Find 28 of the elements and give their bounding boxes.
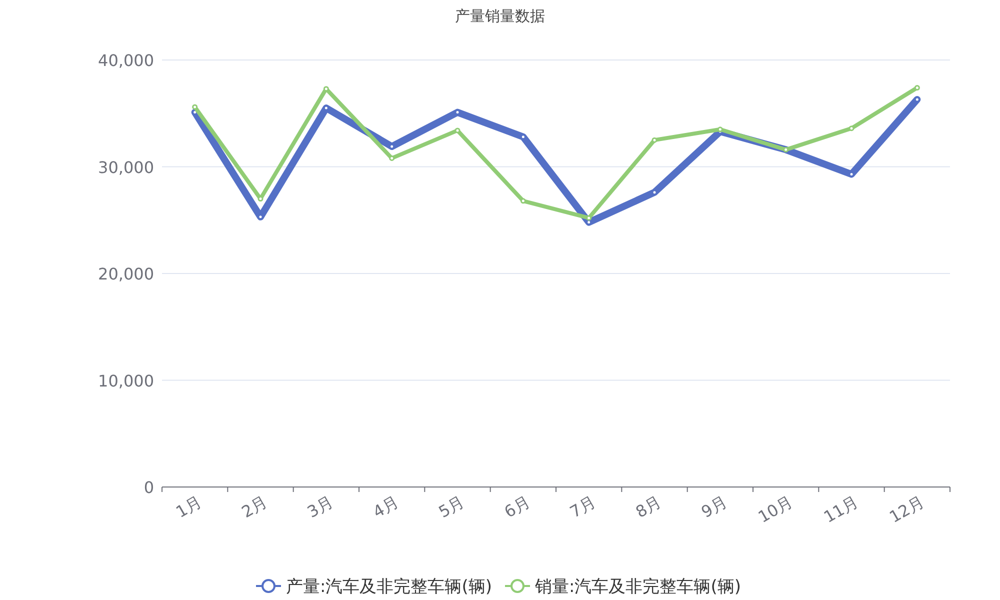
y-tick-label: 30,000 — [98, 158, 154, 177]
chart-title: 产量销量数据 — [455, 7, 545, 25]
point — [520, 198, 526, 204]
x-tick-label: 2月 — [238, 492, 270, 522]
x-tick-label: 11月 — [820, 492, 862, 527]
x-tick-label: 6月 — [500, 492, 534, 522]
x-tick-label: 3月 — [304, 492, 336, 522]
x-tick-label: 4月 — [370, 492, 402, 522]
legend-label: 产量:汽车及非完整车辆(辆) — [286, 577, 492, 597]
point — [192, 104, 198, 110]
y-tick-label: 40,000 — [98, 51, 154, 70]
x-tick-label: 8月 — [632, 492, 664, 522]
y-tick-label: 10,000 — [98, 371, 154, 390]
point — [586, 215, 592, 221]
x-tick-label: 5月 — [435, 492, 468, 522]
x-tick-label: 7月 — [566, 492, 599, 522]
x-tick-label: 10月 — [754, 492, 796, 527]
y-tick-label: 0 — [144, 478, 154, 497]
y-tick-label: 20,000 — [98, 264, 154, 284]
legend-label: 销量:汽车及非完整车辆(辆) — [534, 577, 741, 597]
point — [454, 128, 460, 134]
x-tick-label: 9月 — [698, 492, 730, 522]
x-tick-label: 12月 — [886, 492, 928, 527]
point — [652, 137, 658, 143]
point — [914, 85, 920, 91]
x-tick-label: 1月 — [172, 492, 205, 522]
point — [389, 155, 395, 161]
point — [848, 126, 854, 132]
